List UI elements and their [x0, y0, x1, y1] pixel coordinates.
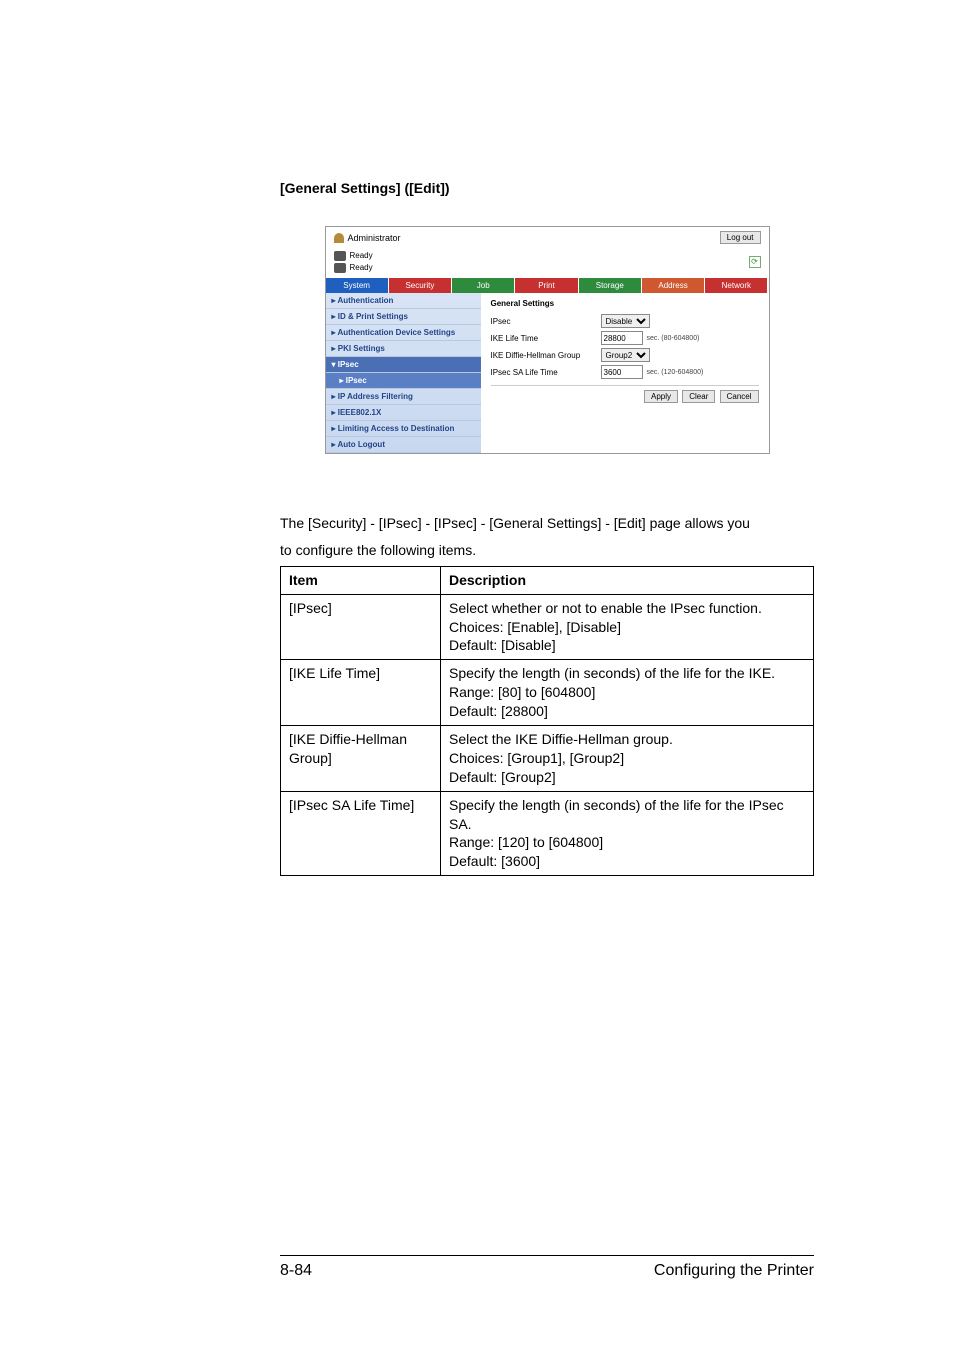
- item-cell: [IKE Diffie-Hellman Group]: [281, 726, 441, 792]
- user-icon: [334, 233, 344, 243]
- desc-cell: Specify the length (in seconds) of the l…: [441, 660, 814, 726]
- page-footer: 8-84 Configuring the Printer: [280, 1255, 814, 1280]
- footer-title: Configuring the Printer: [654, 1262, 814, 1280]
- screenshot-topbar: Administrator Log out: [326, 227, 769, 248]
- ready-label-1: Ready: [350, 250, 373, 262]
- tab-storage[interactable]: Storage: [579, 278, 642, 293]
- item-cell: [IKE Life Time]: [281, 660, 441, 726]
- table-row: [IPsec SA Life Time] Specify the length …: [281, 791, 814, 876]
- ready-label-2: Ready: [350, 262, 373, 274]
- cancel-button[interactable]: Cancel: [720, 390, 759, 403]
- screenshot-sidebar: ▸ Authentication ▸ ID & Print Settings ▸…: [326, 293, 481, 453]
- table-row: [IPsec] Select whether or not to enable …: [281, 594, 814, 660]
- item-cell: [IPsec]: [281, 594, 441, 660]
- sidebar-item-id-print[interactable]: ▸ ID & Print Settings: [326, 309, 481, 325]
- table-header-item: Item: [281, 566, 441, 594]
- tab-network[interactable]: Network: [705, 278, 768, 293]
- clear-button[interactable]: Clear: [682, 390, 715, 403]
- printer-icon: [334, 251, 346, 261]
- sidebar-item-ieee[interactable]: ▸ IEEE802.1X: [326, 405, 481, 421]
- dh-group-select[interactable]: Group2: [601, 348, 650, 362]
- dh-group-label: IKE Diffie-Hellman Group: [491, 351, 601, 360]
- logout-button[interactable]: Log out: [720, 231, 761, 244]
- screenshot-content: General Settings IPsec Disable IKE Life …: [481, 293, 769, 453]
- printer-icon: [334, 263, 346, 273]
- sa-life-range: sec. (120-604800): [647, 369, 704, 376]
- section-heading: [General Settings] ([Edit]): [280, 180, 814, 196]
- screenshot-statusbar: Ready Ready ⟳: [326, 248, 769, 278]
- table-row: [IKE Diffie-Hellman Group] Select the IK…: [281, 726, 814, 792]
- tab-system[interactable]: System: [326, 278, 389, 293]
- sidebar-item-ipsec-parent[interactable]: ▾ IPsec: [326, 357, 481, 373]
- tab-address[interactable]: Address: [642, 278, 705, 293]
- table-header-description: Description: [441, 566, 814, 594]
- ike-life-input[interactable]: [601, 331, 643, 345]
- desc-cell: Select whether or not to enable the IPse…: [441, 594, 814, 660]
- sidebar-item-auth-device[interactable]: ▸ Authentication Device Settings: [326, 325, 481, 341]
- ipsec-field-label: IPsec: [491, 317, 601, 326]
- tab-print[interactable]: Print: [515, 278, 578, 293]
- sa-life-label: IPsec SA Life Time: [491, 368, 601, 377]
- ipsec-select[interactable]: Disable: [601, 314, 650, 328]
- refresh-icon[interactable]: ⟳: [749, 256, 761, 268]
- tab-job[interactable]: Job: [452, 278, 515, 293]
- settings-screenshot: Administrator Log out Ready Ready ⟳ Syst…: [325, 226, 770, 454]
- apply-button[interactable]: Apply: [644, 390, 678, 403]
- table-row: [IKE Life Time] Specify the length (in s…: [281, 660, 814, 726]
- intro-line-1: The [Security] - [IPsec] - [IPsec] - [Ge…: [280, 514, 814, 533]
- sidebar-item-authentication[interactable]: ▸ Authentication: [326, 293, 481, 309]
- sidebar-item-autologout[interactable]: ▸ Auto Logout: [326, 437, 481, 453]
- sidebar-item-pki[interactable]: ▸ PKI Settings: [326, 341, 481, 357]
- desc-cell: Select the IKE Diffie-Hellman group. Cho…: [441, 726, 814, 792]
- tab-security[interactable]: Security: [389, 278, 452, 293]
- screenshot-tabs: System Security Job Print Storage Addres…: [326, 278, 769, 293]
- ike-life-range: sec. (80-604800): [647, 335, 700, 342]
- sidebar-item-ipsec-child[interactable]: ▸ IPsec: [326, 373, 481, 389]
- sidebar-item-limiting[interactable]: ▸ Limiting Access to Destination: [326, 421, 481, 437]
- intro-line-2: to configure the following items.: [280, 541, 814, 560]
- form-title: General Settings: [491, 299, 759, 308]
- items-table: Item Description [IPsec] Select whether …: [280, 566, 814, 876]
- sa-life-input[interactable]: [601, 365, 643, 379]
- desc-cell: Specify the length (in seconds) of the l…: [441, 791, 814, 876]
- item-cell: [IPsec SA Life Time]: [281, 791, 441, 876]
- sidebar-item-ip-filter[interactable]: ▸ IP Address Filtering: [326, 389, 481, 405]
- admin-label: Administrator: [348, 233, 401, 243]
- ike-life-label: IKE Life Time: [491, 334, 601, 343]
- page-number: 8-84: [280, 1262, 312, 1280]
